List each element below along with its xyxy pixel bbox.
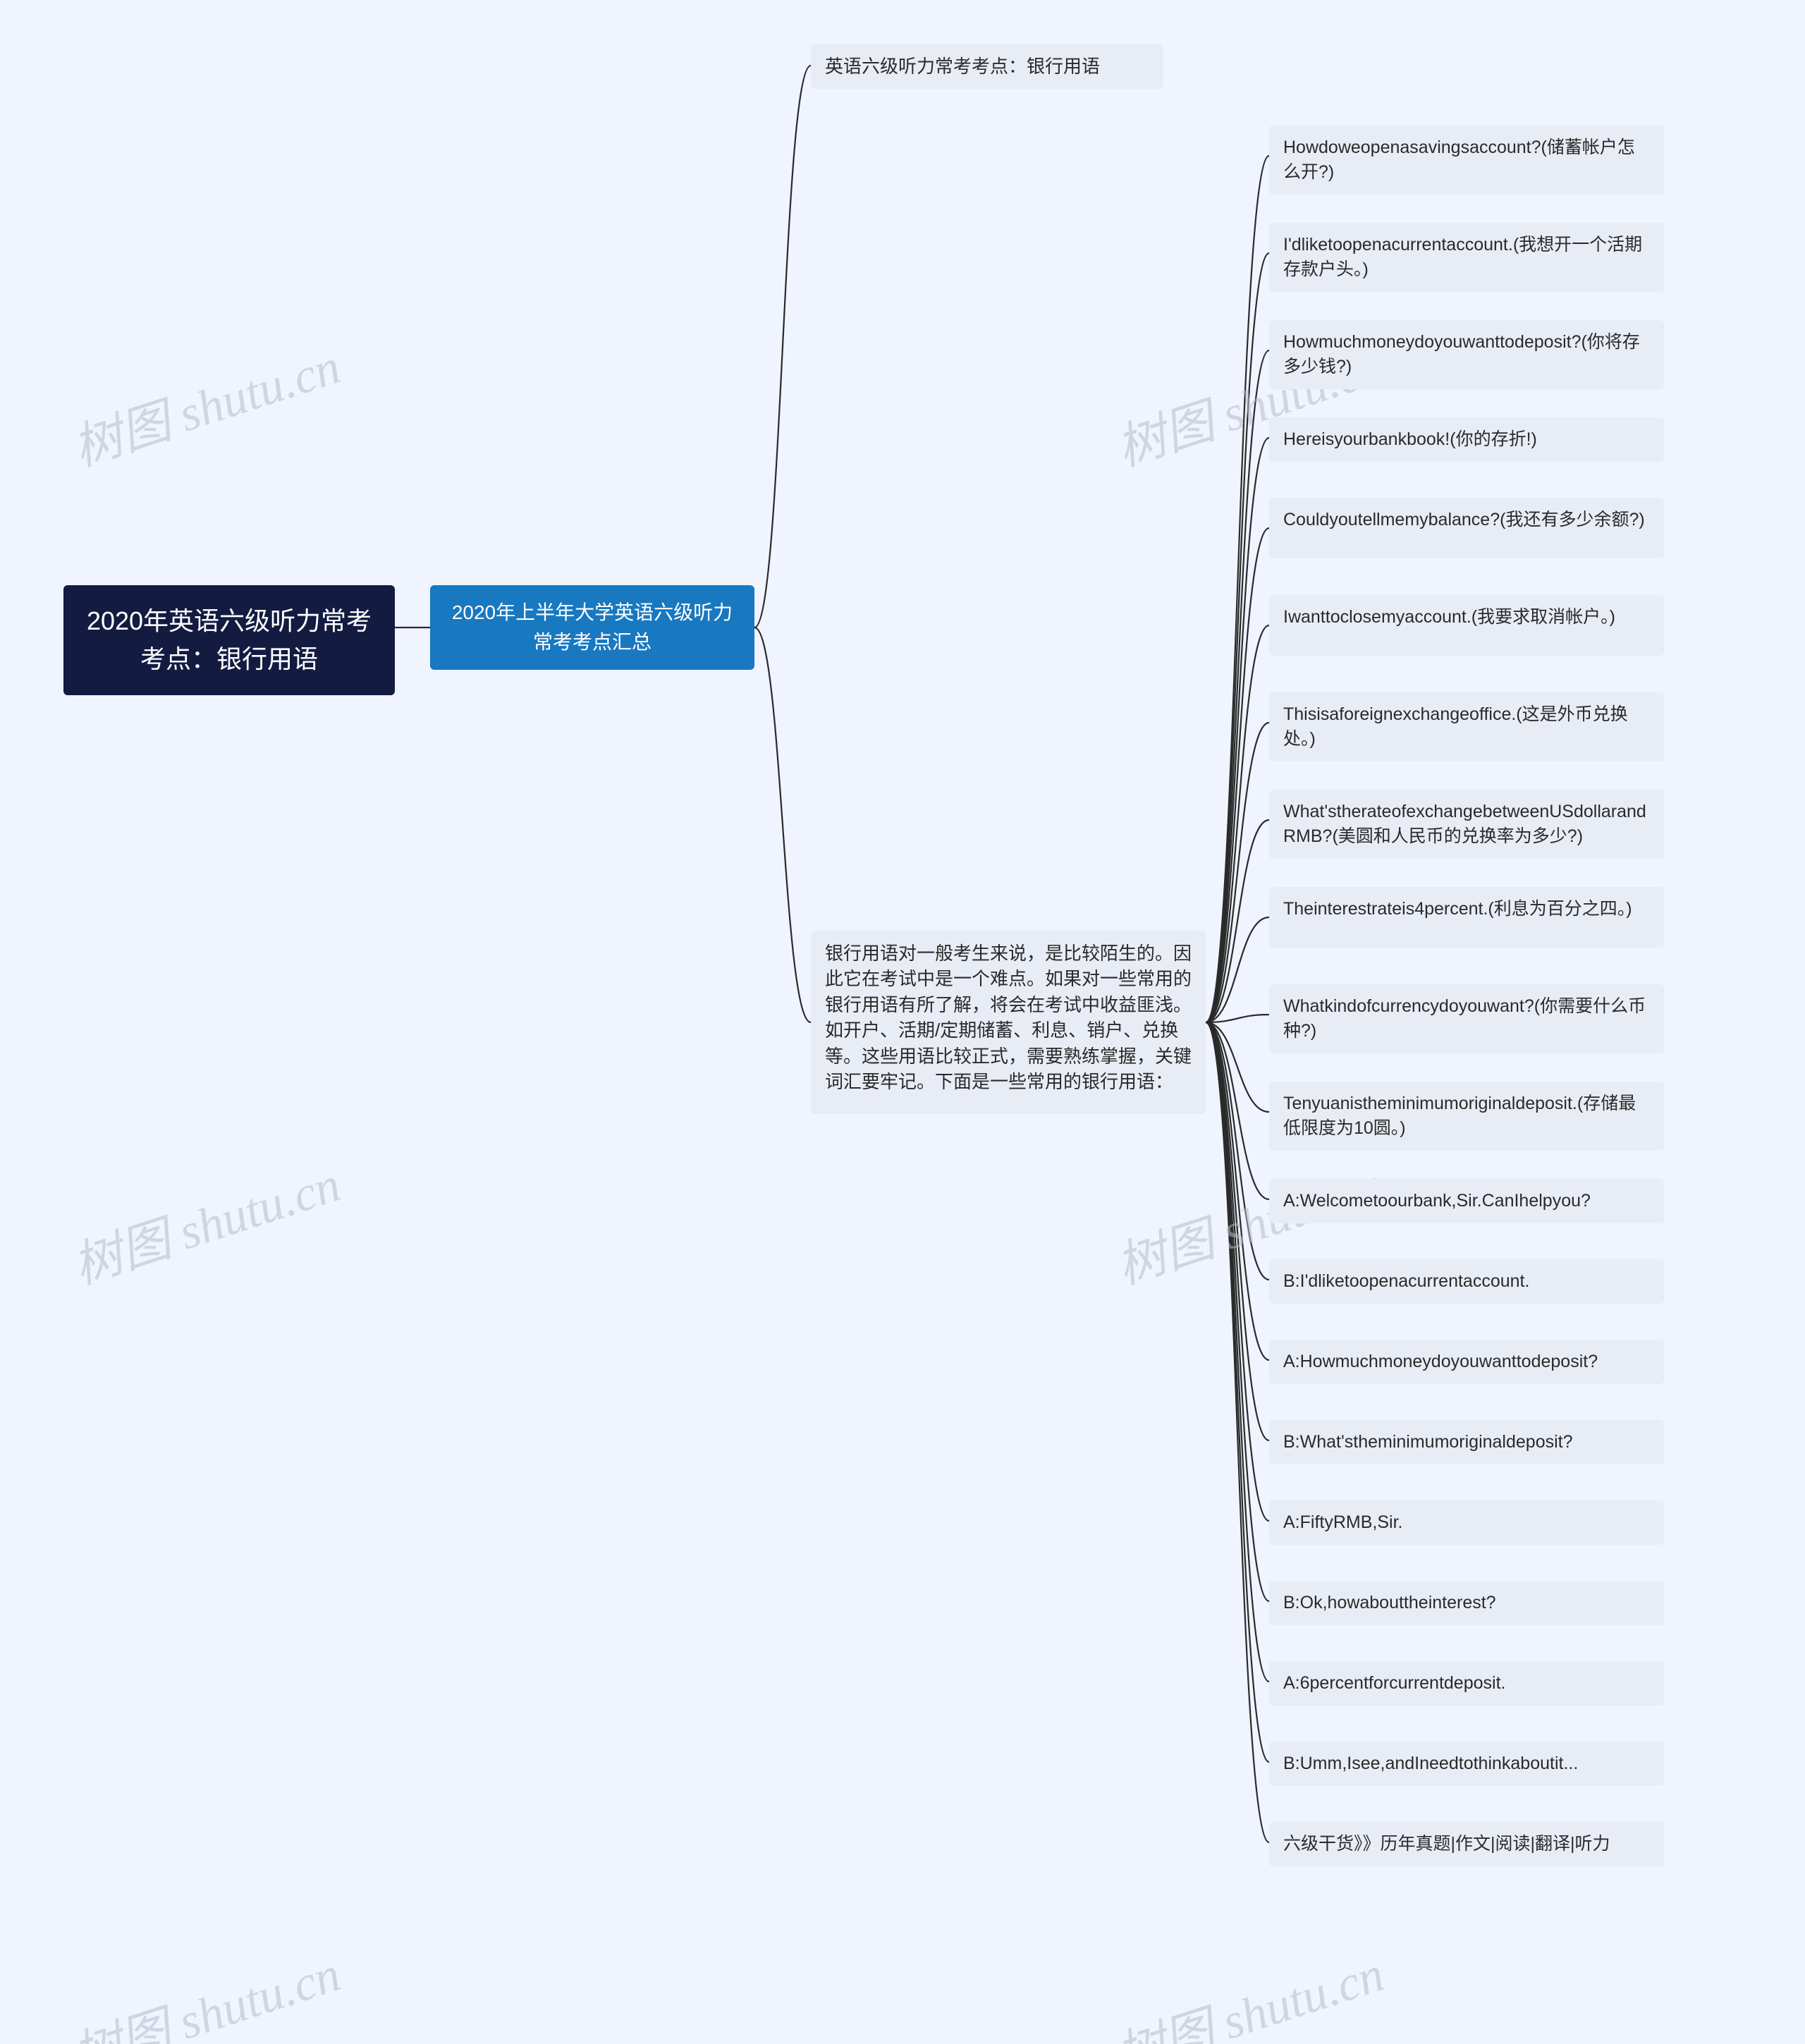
leaf-label: Howmuchmoneydoyouwanttodeposit?(你将存多少钱?) [1283, 332, 1640, 377]
leaf-node: B:I'dliketoopenacurrentaccount. [1269, 1259, 1664, 1304]
level2-node-b: 银行用语对一般考生来说，是比较陌生的。因此它在考试中是一个难点。如果对一些常用的… [811, 931, 1206, 1114]
leaf-label: Tenyuanistheminimumoriginaldeposit.(存储最低… [1283, 1094, 1636, 1138]
leaf-node: B:Umm,Isee,andIneedtothinkaboutit... [1269, 1742, 1664, 1786]
leaf-node: B:What'stheminimumoriginaldeposit? [1269, 1420, 1664, 1464]
level1-node: 2020年上半年大学英语六级听力常考考点汇总 [430, 585, 754, 670]
leaf-node: I'dliketoopenacurrentaccount.(我想开一个活期存款户… [1269, 223, 1664, 292]
watermark: 树图 shutu.cn [63, 1935, 348, 2044]
level2-a-label: 英语六级听力常考考点：银行用语 [825, 56, 1100, 77]
leaf-label: B:What'stheminimumoriginaldeposit? [1283, 1432, 1573, 1452]
leaf-label: A:FiftyRMB,Sir. [1283, 1512, 1402, 1532]
leaf-label: Thisisaforeignexchangeoffice.(这是外币兑换处。) [1283, 704, 1628, 749]
root-node: 2020年英语六级听力常考考点：银行用语 [63, 585, 395, 695]
leaf-node: Iwanttoclosemyaccount.(我要求取消帐户。) [1269, 595, 1664, 656]
leaf-label: A:6percentforcurrentdeposit. [1283, 1673, 1505, 1693]
leaf-label: What'stherateofexchangebetweenUSdollaran… [1283, 802, 1646, 846]
leaf-label: Couldyoutellmemybalance?(我还有多少余额?) [1283, 510, 1645, 530]
leaf-label: B:Umm,Isee,andIneedtothinkaboutit... [1283, 1754, 1578, 1773]
leaf-node: A:Howmuchmoneydoyouwanttodeposit? [1269, 1340, 1664, 1384]
leaf-node: B:Ok,howabouttheinterest? [1269, 1581, 1664, 1625]
leaf-label: Theinterestrateis4percent.(利息为百分之四。) [1283, 899, 1632, 919]
leaf-node: Thisisaforeignexchangeoffice.(这是外币兑换处。) [1269, 692, 1664, 761]
watermark: 树图 shutu.cn [63, 327, 348, 480]
leaf-label: 六级干货》》历年真题|作文|阅读|翻译|听力 [1283, 1834, 1610, 1854]
level1-label: 2020年上半年大学英语六级听力常考考点汇总 [452, 601, 733, 653]
leaf-node: Tenyuanistheminimumoriginaldeposit.(存储最低… [1269, 1082, 1664, 1151]
leaf-label: Hereisyourbankbook!(你的存折!) [1283, 429, 1537, 449]
leaf-node: What'stherateofexchangebetweenUSdollaran… [1269, 790, 1664, 859]
leaf-node: 六级干货》》历年真题|作文|阅读|翻译|听力 [1269, 1822, 1664, 1866]
leaf-node: A:FiftyRMB,Sir. [1269, 1500, 1664, 1545]
leaf-label: B:Ok,howabouttheinterest? [1283, 1593, 1496, 1612]
leaf-label: B:I'dliketoopenacurrentaccount. [1283, 1271, 1529, 1291]
leaf-node: Howdoweopenasavingsaccount?(储蓄帐户怎么开?) [1269, 126, 1664, 195]
leaf-node: Hereisyourbankbook!(你的存折!) [1269, 417, 1664, 462]
watermark: 树图 shutu.cn [1106, 1935, 1392, 2044]
leaf-label: I'dliketoopenacurrentaccount.(我想开一个活期存款户… [1283, 235, 1642, 279]
leaf-node: A:Welcometoourbank,Sir.CanIhelpyou? [1269, 1179, 1664, 1223]
leaf-node: Couldyoutellmemybalance?(我还有多少余额?) [1269, 498, 1664, 558]
leaf-node: Howmuchmoneydoyouwanttodeposit?(你将存多少钱?) [1269, 320, 1664, 389]
watermark: 树图 shutu.cn [63, 1145, 348, 1298]
mindmap-canvas: 树图 shutu.cn 树图 shutu.cn 树图 shutu.cn 树图 shut… [0, 0, 1805, 2044]
leaf-node: A:6percentforcurrentdeposit. [1269, 1661, 1664, 1706]
leaf-label: Howdoweopenasavingsaccount?(储蓄帐户怎么开?) [1283, 137, 1635, 182]
leaf-label: A:Welcometoourbank,Sir.CanIhelpyou? [1283, 1191, 1591, 1211]
leaf-label: A:Howmuchmoneydoyouwanttodeposit? [1283, 1352, 1598, 1371]
leaf-label: Whatkindofcurrencydoyouwant?(你需要什么币种?) [1283, 996, 1646, 1041]
level2-b-label: 银行用语对一般考生来说，是比较陌生的。因此它在考试中是一个难点。如果对一些常用的… [825, 943, 1192, 1092]
level2-node-a: 英语六级听力常考考点：银行用语 [811, 44, 1163, 89]
root-label: 2020年英语六级听力常考考点：银行用语 [87, 606, 372, 673]
leaf-node: Theinterestrateis4percent.(利息为百分之四。) [1269, 887, 1664, 948]
leaf-label: Iwanttoclosemyaccount.(我要求取消帐户。) [1283, 607, 1615, 627]
leaf-node: Whatkindofcurrencydoyouwant?(你需要什么币种?) [1269, 984, 1664, 1053]
